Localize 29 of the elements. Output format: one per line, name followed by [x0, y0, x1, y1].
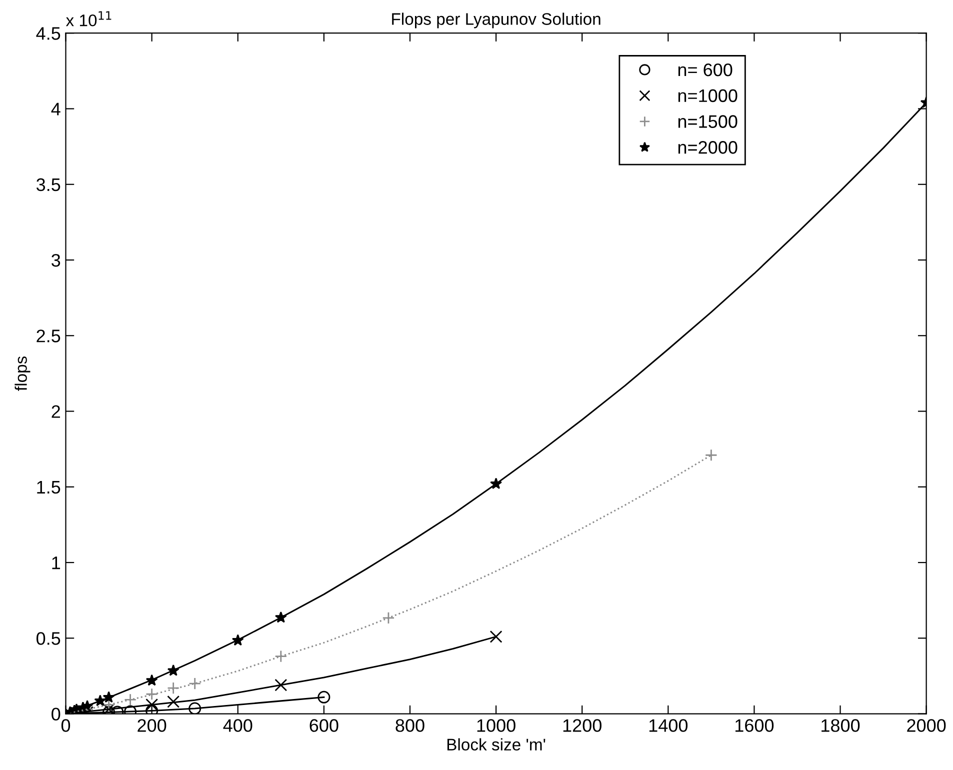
y-tick-label: 4 — [51, 102, 60, 116]
y-tick-label: 2 — [52, 405, 60, 418]
y-tick-label: 4.5 — [36, 27, 60, 40]
legend-label: n= 600 — [678, 63, 732, 76]
x-tick-label: 400 — [223, 719, 252, 732]
y-tick-label: 3.5 — [36, 178, 60, 192]
y-tick-label: 0 — [52, 708, 60, 721]
x-tick-label: 1200 — [563, 719, 602, 732]
chart-title: Flops per Lyapunov Solution — [392, 12, 600, 28]
x-tick-label: 1600 — [736, 719, 774, 732]
y-tick-label: 1.5 — [37, 481, 60, 494]
x-tick-label: 800 — [396, 719, 424, 732]
x-tick-label: 2000 — [907, 719, 946, 732]
x-tick-label: 200 — [138, 719, 166, 732]
x-axis-title: Block size 'm' — [447, 738, 546, 750]
legend-label: n=1500 — [678, 115, 738, 128]
y-tick-label: 3 — [52, 254, 60, 267]
x-tick-label: 1400 — [649, 719, 688, 732]
y-tick-label: 1 — [52, 556, 60, 570]
x-tick-label: 600 — [310, 719, 338, 732]
y-axis-title: flops — [14, 356, 30, 391]
x-tick-label: 1800 — [822, 719, 860, 732]
text: x 10$^{11}$ — [66, 11, 112, 26]
x-tick-label: 1000 — [477, 719, 516, 732]
x-tick-label: 0 — [61, 719, 70, 732]
y-tick-label: 0.5 — [36, 632, 60, 645]
legend-label: n=2000 — [678, 141, 738, 154]
y-tick-label: 2.5 — [36, 330, 60, 342]
legend-label: n=1000 — [678, 89, 738, 102]
